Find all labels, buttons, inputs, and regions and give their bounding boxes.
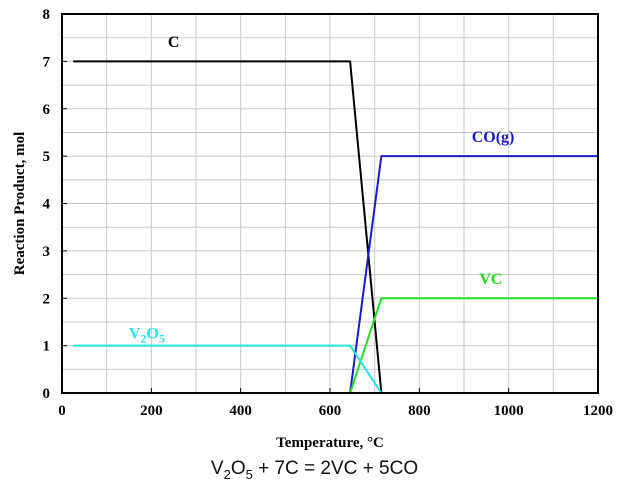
x-tick-label: 600 xyxy=(319,403,342,419)
y-tick-label: 5 xyxy=(43,149,51,165)
x-tick-label: 1000 xyxy=(494,403,524,419)
series-label-vc: VC xyxy=(479,271,502,288)
x-tick-label: 0 xyxy=(58,403,66,419)
y-tick-label: 8 xyxy=(43,7,51,23)
y-tick-label: 4 xyxy=(43,197,51,213)
caption-o: O xyxy=(230,458,246,479)
y-tick-label: 3 xyxy=(43,244,51,260)
y-tick-label: 7 xyxy=(43,54,51,70)
x-tick-labels: 0 200 400 600 800 1000 1200 xyxy=(58,388,613,419)
x-axis-title: Temperature, °C xyxy=(276,435,384,451)
series-label-co-g-: CO(g) xyxy=(472,129,515,146)
caption-rest: + 7C = 2VC + 5CO xyxy=(252,458,419,479)
series-labels: C CO(g) VC V2O5 xyxy=(129,34,515,345)
series-label-c: C xyxy=(168,34,180,51)
series-label-v2o5: V2O5 xyxy=(129,326,165,346)
x-tick-label: 200 xyxy=(140,403,163,419)
caption-sub-5: 5 xyxy=(245,466,253,482)
reaction-equation-caption: V2O5 + 7C = 2VC + 5CO xyxy=(0,458,629,482)
y-tick-label: 2 xyxy=(43,291,51,307)
x-tick-label: 800 xyxy=(408,403,431,419)
x-tick-label: 1200 xyxy=(583,403,613,419)
y-tick-label: 1 xyxy=(43,339,51,355)
y-tick-labels: 0 1 2 3 4 5 6 7 8 xyxy=(43,7,67,402)
caption-v: V xyxy=(210,458,224,479)
x-tick-label: 400 xyxy=(229,403,252,419)
y-tick-label: 6 xyxy=(43,102,51,118)
caption-sub-2: 2 xyxy=(223,466,231,482)
y-tick-label: 0 xyxy=(43,386,51,402)
y-axis-title: Reaction Product, mol xyxy=(12,132,28,275)
